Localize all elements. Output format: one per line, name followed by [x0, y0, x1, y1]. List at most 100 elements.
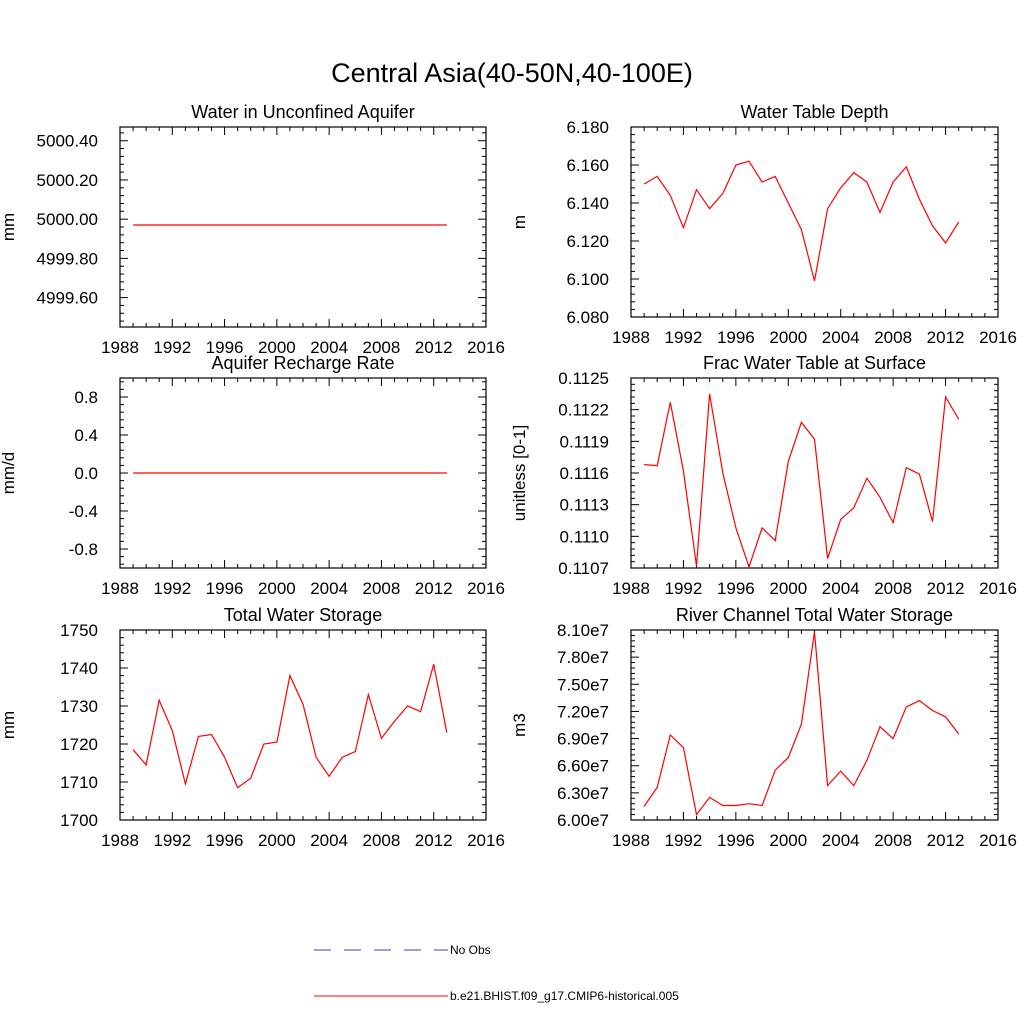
y-tick-label: 0.1113 [560, 496, 609, 515]
x-tick-label: 1992 [153, 579, 191, 598]
panel-title: Aquifer Recharge Rate [211, 353, 394, 373]
panel-2: Water Table Depth m 1988 1992 1996 2000 2004 20… [510, 102, 1017, 347]
x-tick-label: 2000 [769, 831, 807, 850]
x-tick-label: 2016 [467, 338, 505, 357]
x-tick-label: 1988 [101, 831, 139, 850]
y-tick-label: 0.1107 [558, 559, 609, 578]
x-tick-label: 1988 [612, 831, 650, 850]
y-tick-label: 7.20e7 [557, 702, 609, 721]
y-tick-label: 6.00e7 [557, 811, 609, 830]
y-axis-label: mm/d [0, 452, 18, 495]
y-tick-label: 0.1125 [558, 369, 609, 388]
x-tick-label: 2016 [979, 579, 1017, 598]
x-tick-label: 2016 [979, 831, 1017, 850]
x-tick-label: 2008 [363, 831, 401, 850]
x-tick-label: 2000 [258, 831, 296, 850]
x-tick-label: 2016 [467, 831, 505, 850]
x-tick-label: 1996 [206, 338, 244, 357]
y-tick-label: 7.80e7 [557, 648, 609, 667]
y-tick-label: 1720 [60, 735, 98, 754]
y-tick-label: 6.140 [566, 194, 609, 213]
y-tick-label: 6.90e7 [557, 730, 609, 749]
x-tick-label: 2004 [822, 328, 860, 347]
x-tick-label: 2012 [927, 579, 965, 598]
x-tick-label: 1988 [101, 338, 139, 357]
x-tick-label: 1992 [665, 831, 703, 850]
y-tick-label: 5000.20 [37, 171, 98, 190]
series-line [644, 393, 960, 569]
x-tick-label: 2004 [822, 831, 860, 850]
x-tick-label: 2008 [363, 579, 401, 598]
plot-frame [119, 629, 487, 821]
x-tick-label: 2012 [415, 338, 453, 357]
y-tick-label: 5000.40 [37, 132, 98, 151]
y-tick-label: 0.0 [74, 464, 98, 483]
y-tick-label: 0.1116 [560, 464, 609, 483]
y-tick-label: 1740 [60, 659, 98, 678]
y-tick-label: 6.080 [566, 308, 609, 327]
x-tick-label: 2004 [822, 579, 860, 598]
y-tick-label: 0.8 [74, 388, 98, 407]
y-tick-label: 5000.00 [37, 210, 98, 229]
panel-3: Aquifer Recharge Rate mm/d 1988 1992 1996 200… [0, 353, 505, 598]
legend-label-no-obs: No Obs [450, 943, 491, 957]
x-tick-label: 2000 [258, 338, 296, 357]
plot-frame [630, 126, 999, 318]
panels: Water in Unconfined Aquifer mm 1988 1992 199… [0, 102, 1017, 850]
x-tick-label: 2008 [874, 831, 912, 850]
y-axis-label: m3 [510, 713, 529, 737]
x-tick-label: 1988 [612, 579, 650, 598]
y-axis-label: mm [0, 711, 18, 739]
panel-title: Water in Unconfined Aquifer [191, 102, 414, 122]
plot-frame [630, 377, 999, 569]
x-tick-label: 2012 [927, 328, 965, 347]
x-tick-label: 1992 [665, 328, 703, 347]
y-tick-label: -0.4 [69, 502, 98, 521]
x-tick-label: 2008 [363, 338, 401, 357]
x-tick-label: 1992 [665, 579, 703, 598]
panel-title: Water Table Depth [740, 102, 888, 122]
panel-title: River Channel Total Water Storage [676, 605, 953, 625]
x-tick-label: 1996 [206, 831, 244, 850]
x-tick-label: 1996 [717, 579, 755, 598]
x-tick-label: 2012 [927, 831, 965, 850]
y-axis-label: unitless [0-1] [510, 425, 529, 521]
y-tick-label: 7.50e7 [557, 675, 609, 694]
y-tick-label: 0.1110 [560, 527, 609, 546]
y-tick-label: -0.8 [69, 540, 98, 559]
x-tick-label: 1988 [101, 579, 139, 598]
x-tick-label: 1996 [717, 328, 755, 347]
x-tick-label: 1992 [153, 831, 191, 850]
y-tick-label: 1730 [60, 697, 98, 716]
y-tick-label: 8.10e7 [557, 621, 609, 640]
x-tick-label: 2004 [310, 831, 348, 850]
panel-6: River Channel Total Water Storage m3 1988 1… [510, 605, 1017, 850]
x-tick-label: 2004 [310, 579, 348, 598]
series-line [643, 160, 960, 282]
y-tick-label: 6.100 [566, 270, 609, 289]
x-tick-label: 2008 [874, 579, 912, 598]
figure-title: Central Asia(40-50N,40-100E) [331, 58, 693, 88]
y-tick-label: 6.180 [566, 118, 609, 137]
y-tick-label: 1710 [60, 773, 98, 792]
y-axis-label: m [510, 215, 529, 229]
y-tick-label: 0.4 [74, 426, 98, 445]
series-line [132, 664, 448, 789]
panel-1: Water in Unconfined Aquifer mm 1988 1992 199… [0, 102, 505, 357]
x-tick-label: 1996 [206, 579, 244, 598]
panel-5: Total Water Storage mm 1988 1992 1996 2000 200… [0, 605, 505, 850]
x-tick-label: 2000 [769, 328, 807, 347]
legend-label-model: b.e21.BHIST.f09_g17.CMIP6-historical.005 [450, 989, 679, 1003]
x-tick-label: 1988 [612, 328, 650, 347]
legend: No Obs b.e21.BHIST.f09_g17.CMIP6-histori… [314, 943, 679, 1003]
y-tick-label: 4999.80 [37, 249, 98, 268]
y-tick-label: 6.160 [566, 156, 609, 175]
y-tick-label: 6.120 [566, 232, 609, 251]
x-tick-label: 2000 [258, 579, 296, 598]
y-tick-label: 0.1122 [558, 401, 609, 420]
series-line [643, 631, 960, 817]
x-tick-label: 2000 [769, 579, 807, 598]
panel-4: Frac Water Table at Surface unitless [0-1… [510, 353, 1017, 598]
panel-title: Total Water Storage [224, 605, 382, 625]
